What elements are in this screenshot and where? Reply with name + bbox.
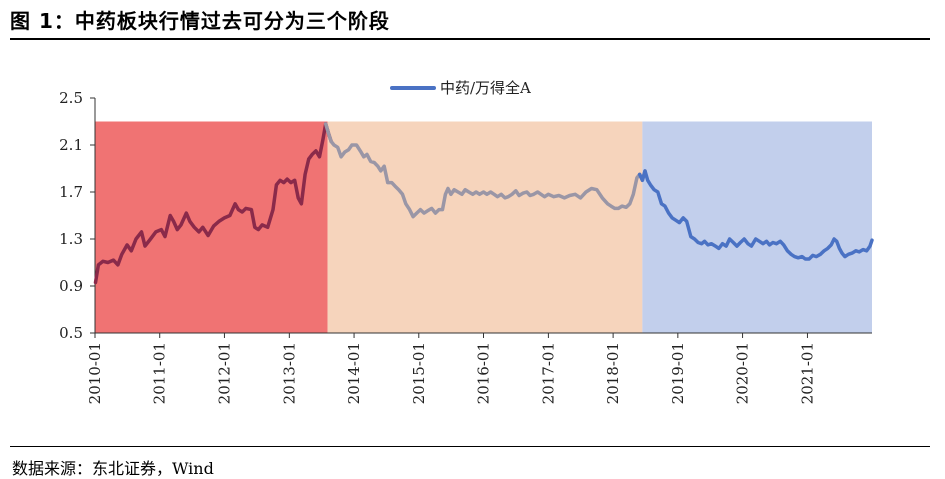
y-tick-label: 1.3 [59, 230, 83, 248]
x-tick-label: 2018-01 [604, 342, 622, 404]
source-rule [10, 446, 930, 447]
y-tick-label: 2.5 [59, 89, 83, 107]
source-note: 数据来源：东北证券，Wind [12, 459, 214, 478]
line-chart: 0.5 0.9 1.3 1.7 2.1 2.5 2010-01 2011-01 2012-01 2… [59, 79, 874, 404]
x-tick-label: 2020-01 [734, 342, 752, 404]
x-tick-label: 2012-01 [215, 342, 233, 404]
x-tick-label: 2015-01 [410, 342, 428, 404]
x-tick-label: 2019-01 [669, 342, 687, 404]
x-tick-label: 2014-01 [345, 342, 363, 404]
series-line-phase-3 [637, 169, 874, 261]
x-tick-label: 2010-01 [86, 342, 104, 404]
figure-title: 图 1：中药板块行情过去可分为三个阶段 [10, 9, 390, 33]
phase-bands [95, 121, 872, 333]
y-tick-label: 1.7 [59, 183, 83, 201]
series-line-phase-1 [93, 122, 333, 285]
y-tick-label: 0.9 [59, 277, 83, 295]
y-tick-label: 0.5 [59, 324, 83, 342]
series-line-phase-2 [323, 122, 647, 219]
axes: 0.5 0.9 1.3 1.7 2.1 2.5 2010-01 2011-01 2012-01 2… [59, 89, 872, 404]
phase-band-2 [327, 121, 643, 333]
y-tick-label: 2.1 [59, 136, 83, 154]
x-tick-label: 2011-01 [151, 342, 169, 404]
x-tick-label: 2017-01 [539, 342, 557, 404]
x-tick-label: 2016-01 [475, 342, 493, 404]
phase-band-3 [642, 121, 872, 333]
legend-label: 中药/万得全A [440, 79, 531, 97]
x-tick-label: 2013-01 [280, 342, 298, 404]
title-rule [10, 38, 930, 40]
x-tick-label: 2021-01 [798, 342, 816, 404]
series-lines [93, 122, 874, 285]
legend: 中药/万得全A [390, 79, 531, 97]
